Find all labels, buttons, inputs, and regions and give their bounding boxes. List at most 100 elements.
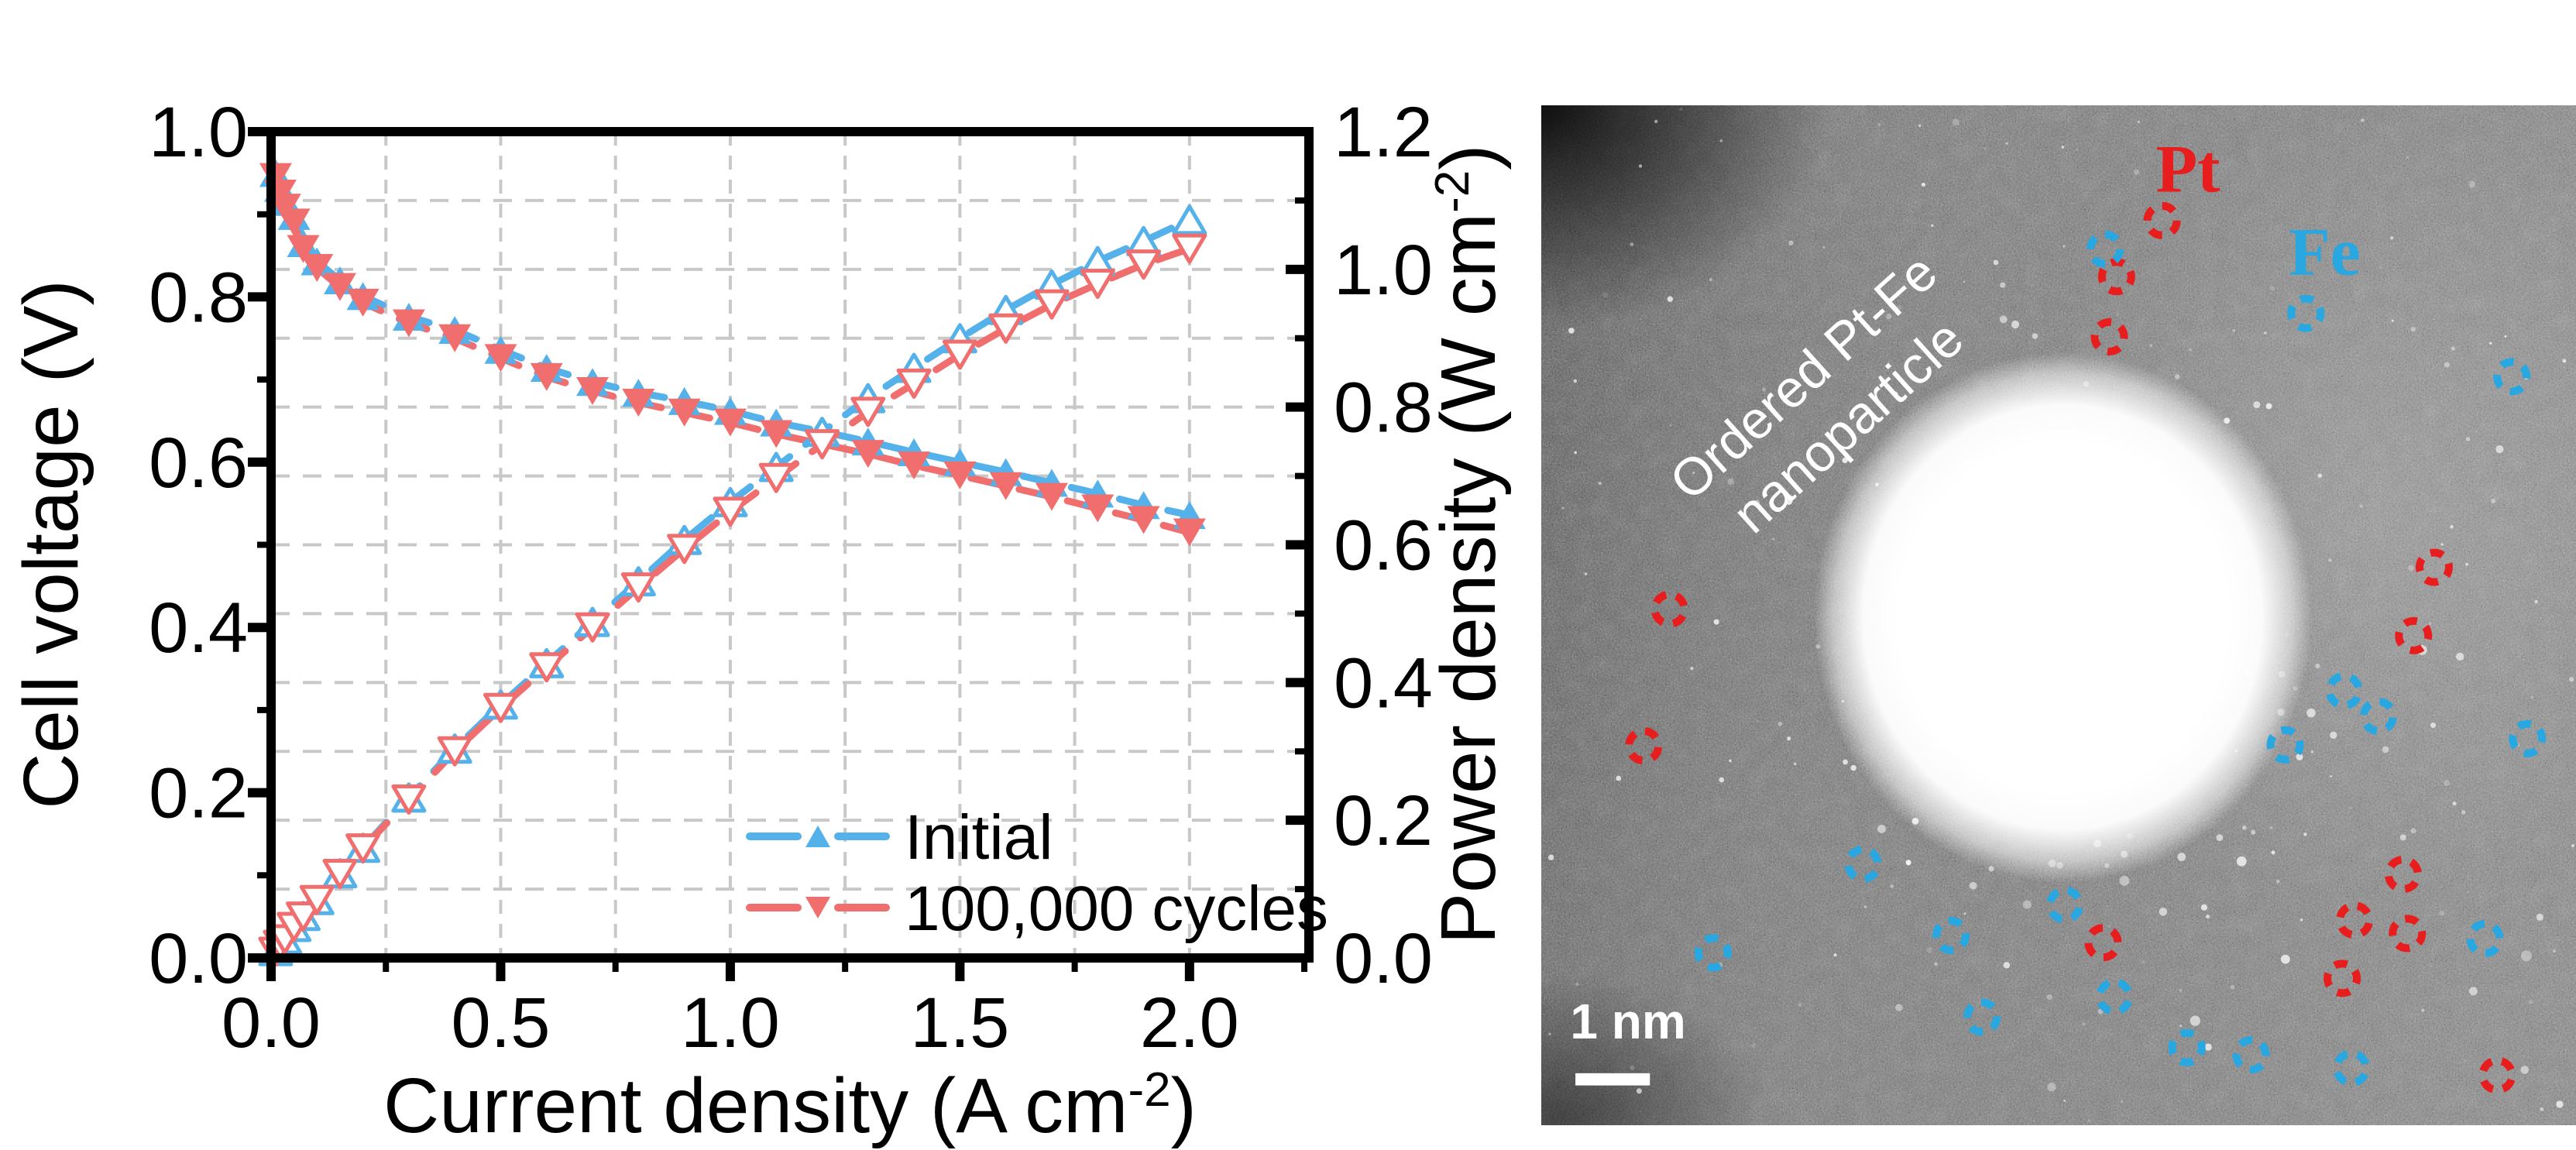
data-point-marker bbox=[1034, 289, 1070, 320]
data-point-marker bbox=[1126, 249, 1162, 280]
data-point-marker bbox=[529, 652, 565, 683]
data-point-marker bbox=[301, 254, 334, 283]
scale-bar-label: 1 nm bbox=[1570, 994, 1685, 1049]
data-point-marker bbox=[268, 194, 301, 222]
data-point-marker bbox=[898, 451, 931, 480]
data-point-marker bbox=[851, 440, 884, 469]
axis-ticks bbox=[248, 127, 1309, 981]
polarization-chart: 0.0 0.5 1.0 1.5 2.0 0.0 0.2 0.4 0.6 0.8 1.0 0.0 0.2 0… bbox=[8, 93, 1512, 1149]
y-left-tick-label: 0.6 bbox=[149, 424, 248, 503]
fe-atom-marker bbox=[2168, 1028, 2206, 1066]
y-right-tick-label: 0.8 bbox=[1334, 369, 1433, 448]
pt-atom-marker bbox=[2090, 318, 2128, 355]
data-point-marker bbox=[345, 833, 381, 864]
data-point-marker bbox=[277, 208, 311, 237]
legend-label: Initial bbox=[905, 802, 1053, 873]
data-point-marker bbox=[437, 736, 472, 767]
tick-labels: 0.0 0.5 1.0 1.5 2.0 0.0 0.2 0.4 0.6 0.8 1.0 0.0 0.2 0… bbox=[149, 93, 1433, 1062]
series-markers-cycles-power bbox=[258, 233, 1207, 967]
legend-marker-icon bbox=[805, 897, 830, 918]
y-right-axis-label: Power density (W cm-2) bbox=[1425, 144, 1512, 944]
data-point-marker bbox=[1127, 506, 1160, 534]
stem-image-panel: Pt Fe Ordered Pt-Fe nanoparticle 1 nm bbox=[1541, 105, 2576, 1125]
pt-atom-marker bbox=[2084, 924, 2122, 962]
fe-label: Fe bbox=[2289, 215, 2361, 290]
data-point-marker bbox=[942, 339, 977, 370]
fe-atom-marker-group bbox=[1694, 230, 2547, 1087]
fe-atom-marker bbox=[2232, 1036, 2270, 1074]
data-point-marker bbox=[620, 572, 656, 603]
data-point-marker bbox=[530, 362, 563, 391]
scale-bar: 1 nm bbox=[1570, 994, 1686, 1086]
fe-atom-marker bbox=[2087, 230, 2124, 268]
x-tick-label: 0.5 bbox=[452, 984, 551, 1062]
y-right-tick-label: 1.0 bbox=[1334, 231, 1433, 310]
pt-atom-marker bbox=[2324, 959, 2361, 997]
data-point-marker bbox=[1172, 233, 1207, 264]
series-markers-cycles-voltage bbox=[259, 163, 1206, 547]
data-point-marker bbox=[668, 398, 701, 427]
data-point-marker bbox=[760, 420, 793, 448]
data-point-marker bbox=[713, 408, 747, 437]
y-left-tick-label: 0.4 bbox=[149, 589, 248, 668]
y-left-tick-label: 0.0 bbox=[149, 919, 248, 998]
data-point-marker bbox=[576, 377, 610, 406]
series-markers bbox=[258, 159, 1207, 967]
data-point-marker bbox=[575, 612, 610, 643]
x-tick-label: 2.0 bbox=[1140, 984, 1239, 1062]
data-point-marker bbox=[943, 461, 977, 489]
series-markers-initial-voltage bbox=[259, 159, 1206, 530]
data-point-marker bbox=[392, 309, 425, 338]
x-tick-label: 1.0 bbox=[681, 984, 780, 1062]
data-point-marker bbox=[758, 462, 794, 493]
data-point-marker bbox=[286, 901, 321, 932]
data-point-marker bbox=[896, 368, 932, 399]
data-point-marker bbox=[323, 273, 356, 301]
y-right-tick-label: 0.4 bbox=[1334, 644, 1433, 723]
legend-item-initial: Initial bbox=[746, 802, 1053, 873]
scale-bar-line bbox=[1575, 1073, 1650, 1086]
fe-atom-marker bbox=[2287, 294, 2325, 332]
data-point-marker bbox=[1081, 494, 1115, 523]
y-left-tick-label: 0.2 bbox=[149, 754, 248, 833]
axis-titles: Current density (A cm-2) Cell voltage (V)… bbox=[8, 144, 1512, 1149]
fe-atom-marker bbox=[2466, 919, 2504, 957]
data-point-marker bbox=[1173, 518, 1206, 547]
nanoparticle-bright-region bbox=[1813, 352, 2313, 883]
x-tick-label: 1.5 bbox=[910, 984, 1009, 1062]
data-point-marker bbox=[346, 288, 380, 317]
y-right-tick-label: 1.2 bbox=[1334, 93, 1433, 172]
atom-speckles bbox=[1548, 105, 2575, 1123]
data-point-marker bbox=[1035, 482, 1068, 511]
fe-atom-marker bbox=[1694, 934, 1732, 972]
data-point-marker bbox=[989, 472, 1022, 500]
y-right-tick-label: 0.6 bbox=[1334, 506, 1433, 585]
fe-atom-marker bbox=[1932, 917, 1970, 955]
pt-atom-marker bbox=[2389, 915, 2427, 953]
data-point-marker bbox=[299, 884, 335, 915]
x-axis-label: Current density (A cm-2) bbox=[383, 1062, 1197, 1149]
y-right-tick-label: 0.0 bbox=[1334, 919, 1433, 998]
data-point-marker bbox=[622, 388, 655, 417]
legend-item-cycles: 100,000 cycles bbox=[746, 874, 1328, 944]
data-point-marker bbox=[850, 396, 886, 427]
data-point-marker bbox=[483, 692, 518, 723]
y-left-tick-label: 0.8 bbox=[149, 258, 248, 337]
y-left-axis-label: Cell voltage (V) bbox=[8, 280, 94, 809]
data-point-marker bbox=[713, 496, 748, 527]
data-point-marker bbox=[438, 324, 472, 352]
data-point-marker bbox=[805, 429, 840, 460]
series-line-initial-voltage bbox=[272, 169, 1194, 519]
x-tick-label: 0.0 bbox=[222, 984, 321, 1062]
fe-atom-marker bbox=[2493, 358, 2531, 396]
pt-label: Pt bbox=[2155, 132, 2220, 208]
fe-atom-marker bbox=[1963, 998, 2001, 1036]
fe-atom-marker bbox=[2266, 726, 2304, 764]
data-point-marker bbox=[988, 313, 1024, 344]
legend-label: 100,000 cycles bbox=[905, 874, 1328, 944]
pt-atom-marker bbox=[2415, 548, 2453, 586]
pt-atom-marker bbox=[2395, 616, 2433, 654]
